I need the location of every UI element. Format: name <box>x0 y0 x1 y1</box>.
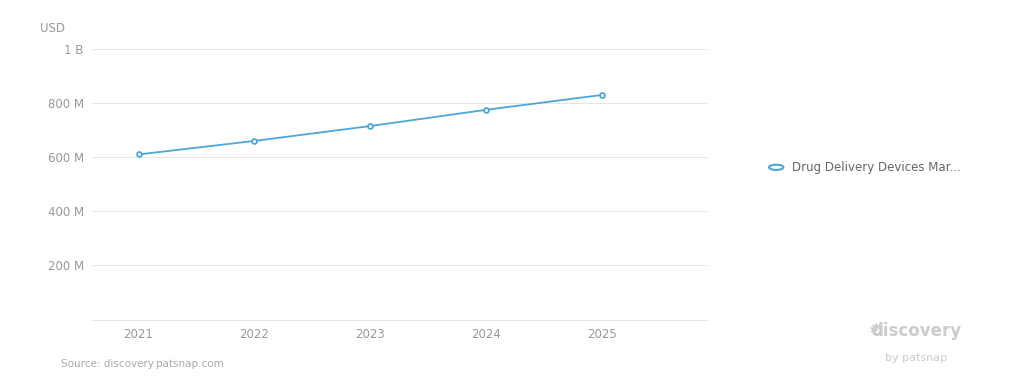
Text: discovery: discovery <box>871 322 962 340</box>
Text: USD: USD <box>40 22 65 35</box>
Text: ⚙: ⚙ <box>868 322 883 340</box>
Text: Source: discovery.patsnap.com: Source: discovery.patsnap.com <box>61 359 224 369</box>
Text: by patsnap: by patsnap <box>886 353 947 363</box>
Text: Drug Delivery Devices Mar...: Drug Delivery Devices Mar... <box>792 161 961 174</box>
